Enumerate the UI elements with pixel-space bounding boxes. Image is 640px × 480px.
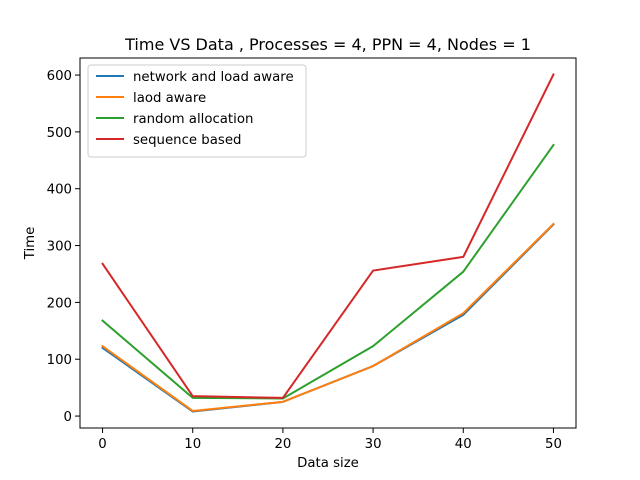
- legend-label-3: random allocation: [133, 112, 253, 127]
- y-tick-label: 300: [47, 240, 72, 255]
- x-tick-label: 20: [274, 437, 291, 452]
- x-tick-label: 50: [545, 437, 562, 452]
- series-line-3: [101, 143, 555, 400]
- legend-label-2: laod aware: [133, 91, 206, 106]
- y-tick-label: 200: [47, 296, 72, 311]
- series-line-4: [101, 73, 555, 399]
- legend: network and load aware laod aware random a…: [87, 64, 307, 158]
- x-tick-label: 40: [455, 437, 472, 452]
- y-axis-label: Time: [23, 227, 38, 261]
- y-tick-label: 400: [47, 183, 72, 198]
- series-layer: [101, 73, 555, 413]
- y-tick-label: 100: [47, 353, 72, 368]
- plot-frame: [79, 57, 577, 429]
- x-tick-label: 0: [98, 437, 106, 452]
- chart-title: Time VS Data , Processes = 4, PPN = 4, N…: [124, 35, 531, 54]
- y-tick-label: 600: [47, 69, 72, 84]
- legend-label-4: sequence based: [133, 133, 241, 148]
- x-axis-label: Data size: [297, 456, 359, 471]
- series-line-2: [101, 222, 555, 412]
- x-tick-label: 10: [184, 437, 201, 452]
- x-tick-label: 30: [365, 437, 382, 452]
- y-tick-label: 0: [64, 410, 72, 425]
- y-axis: 0 100 200 300 400 500 600: [47, 69, 80, 425]
- x-axis: 0 10 20 30 40 50: [98, 428, 562, 452]
- legend-box: [87, 64, 307, 158]
- y-tick-label: 500: [47, 126, 72, 141]
- legend-label-1: network and load aware: [133, 70, 294, 85]
